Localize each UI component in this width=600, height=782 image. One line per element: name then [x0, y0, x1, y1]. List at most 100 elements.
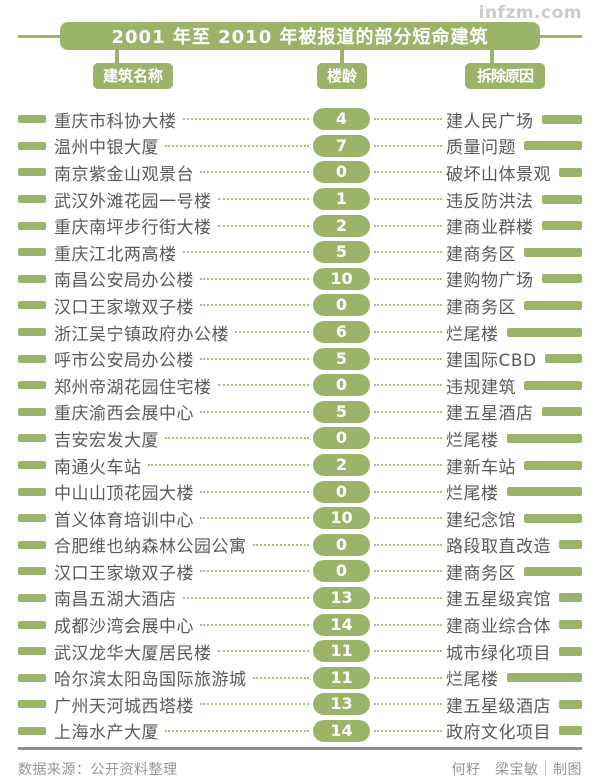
building-age-badge: 4 [313, 108, 370, 131]
dotted-leader-right [374, 331, 442, 334]
row-left-group: 重庆南坪步行街大楼 [18, 213, 313, 238]
row-right-tick [524, 380, 582, 390]
table-row: 吉安宏发大厦 0 烂尾楼 [18, 425, 582, 452]
building-age-badge: 0 [313, 374, 370, 397]
row-left-tick [18, 248, 46, 257]
demolition-reason: 违规建筑 [446, 377, 516, 398]
dotted-leader-right [374, 251, 442, 254]
row-right-tick [506, 433, 582, 443]
dotted-leader-left [182, 251, 309, 254]
table-row: 中山山顶花园大楼 0 烂尾楼 [18, 478, 582, 505]
dotted-leader-left [200, 623, 309, 626]
row-left-tick [18, 620, 46, 629]
demolition-reason: 建商业群楼 [446, 218, 534, 239]
row-right-tick [544, 354, 582, 364]
row-left-group: 汉口王家墩双子楼 [18, 293, 313, 318]
data-source: 数据来源：公开资料整理 [18, 762, 178, 779]
dotted-leader-left [252, 543, 309, 546]
row-right-tick [559, 620, 582, 630]
building-age-badge: 0 [313, 294, 370, 317]
row-left-tick [18, 168, 46, 177]
dotted-leader-right [374, 198, 442, 201]
building-name: 郑州帝湖花园住宅楼 [54, 377, 212, 398]
table-row: 上海水产大厦 14 政府文化项目 [18, 718, 582, 745]
row-right-tick [524, 566, 582, 576]
table-row: 广州天河城西塔楼 13 建五星级酒店 [18, 691, 582, 718]
demolition-reason: 建五星级酒店 [446, 696, 551, 717]
dotted-leader-left [200, 703, 309, 706]
row-right-tick [541, 407, 582, 417]
building-age-badge: 10 [313, 267, 370, 290]
connector-reason-column [490, 50, 494, 63]
building-age-badge: 1 [313, 188, 370, 211]
building-name: 温州中银大厦 [54, 138, 159, 159]
building-name: 南京紫金山观景台 [54, 164, 194, 185]
site-watermark: infzm.com [478, 3, 582, 23]
row-left-group: 浙江吴宁镇政府办公楼 [18, 320, 313, 345]
demolition-reason: 建新车站 [446, 457, 516, 478]
demolition-reason: 建商务区 [446, 244, 516, 265]
row-left-group: 首义体育培训中心 [18, 506, 313, 531]
dotted-leader-left [147, 464, 309, 467]
demolition-reason: 政府文化项目 [446, 723, 551, 744]
building-name: 汉口王家墩双子楼 [54, 563, 194, 584]
row-right-tick [524, 300, 582, 310]
building-age-badge: 2 [313, 214, 370, 237]
building-name: 重庆渝西会展中心 [54, 404, 194, 425]
demolition-reason: 城市绿化项目 [446, 643, 551, 664]
building-name: 汉口王家墩双子楼 [54, 297, 194, 318]
row-left-group: 重庆渝西会展中心 [18, 399, 313, 424]
row-right-tick [541, 221, 582, 231]
row-left-tick [18, 461, 46, 470]
row-right-tick [506, 673, 582, 683]
demolition-reason: 建五星级宾馆 [446, 590, 551, 611]
title-line-right [540, 34, 582, 38]
table-row: 汉口王家墩双子楼 0 建商务区 [18, 558, 582, 585]
row-left-tick [18, 514, 46, 523]
building-name: 成都沙湾会展中心 [54, 617, 194, 638]
dotted-leader-right [374, 464, 442, 467]
dotted-leader-right [374, 729, 442, 732]
building-name: 哈尔滨太阳岛国际旅游城 [54, 670, 247, 691]
row-right-tick [541, 194, 582, 204]
table-row: 温州中银大厦 7 质量问题 [18, 133, 582, 160]
row-left-tick [18, 673, 46, 682]
row-left-tick [18, 195, 46, 204]
demolition-reason: 建商务区 [446, 563, 516, 584]
table-row: 首义体育培训中心 10 建纪念馆 [18, 505, 582, 532]
building-age-badge: 7 [313, 134, 370, 157]
row-left-tick [18, 221, 46, 230]
dotted-leader-left [200, 171, 309, 174]
building-age-badge: 6 [313, 321, 370, 344]
dotted-leader-right [374, 224, 442, 227]
building-name: 南昌公安局办公楼 [54, 271, 194, 292]
row-right-tick [559, 540, 582, 550]
row-left-tick [18, 487, 46, 496]
dotted-leader-left [200, 490, 309, 493]
dotted-leader-left [217, 198, 309, 201]
row-left-tick [18, 301, 46, 310]
table-row: 汉口王家墩双子楼 0 建商务区 [18, 292, 582, 319]
row-left-group: 重庆市科协大楼 [18, 107, 313, 132]
row-left-group: 武汉龙华大厦居民楼 [18, 639, 313, 664]
building-name: 重庆江北两高楼 [54, 244, 177, 265]
column-header-age: 楼龄 [317, 63, 367, 89]
building-age-badge: 0 [313, 560, 370, 583]
building-name: 合肥维也纳森林公园公寓 [54, 537, 247, 558]
row-right-tick [559, 699, 582, 709]
page-title: 2001 年至 2010 年被报道的部分短命建筑 [60, 22, 540, 50]
row-left-group: 郑州帝湖花园住宅楼 [18, 373, 313, 398]
building-name: 武汉龙华大厦居民楼 [54, 643, 212, 664]
row-right-tick [559, 593, 582, 603]
footer: 数据来源：公开资料整理 何籽 梁宝敏｜制图 [18, 759, 582, 779]
dotted-leader-left [182, 118, 309, 121]
building-age-badge: 14 [313, 719, 370, 742]
dotted-leader-left [165, 437, 309, 440]
footer-divider [18, 747, 582, 751]
dotted-leader-left [165, 144, 309, 147]
building-age-badge: 11 [313, 666, 370, 689]
building-age-badge: 14 [313, 613, 370, 636]
dotted-leader-right [374, 543, 442, 546]
dotted-leader-right [374, 118, 442, 121]
row-left-group: 上海水产大厦 [18, 718, 313, 743]
